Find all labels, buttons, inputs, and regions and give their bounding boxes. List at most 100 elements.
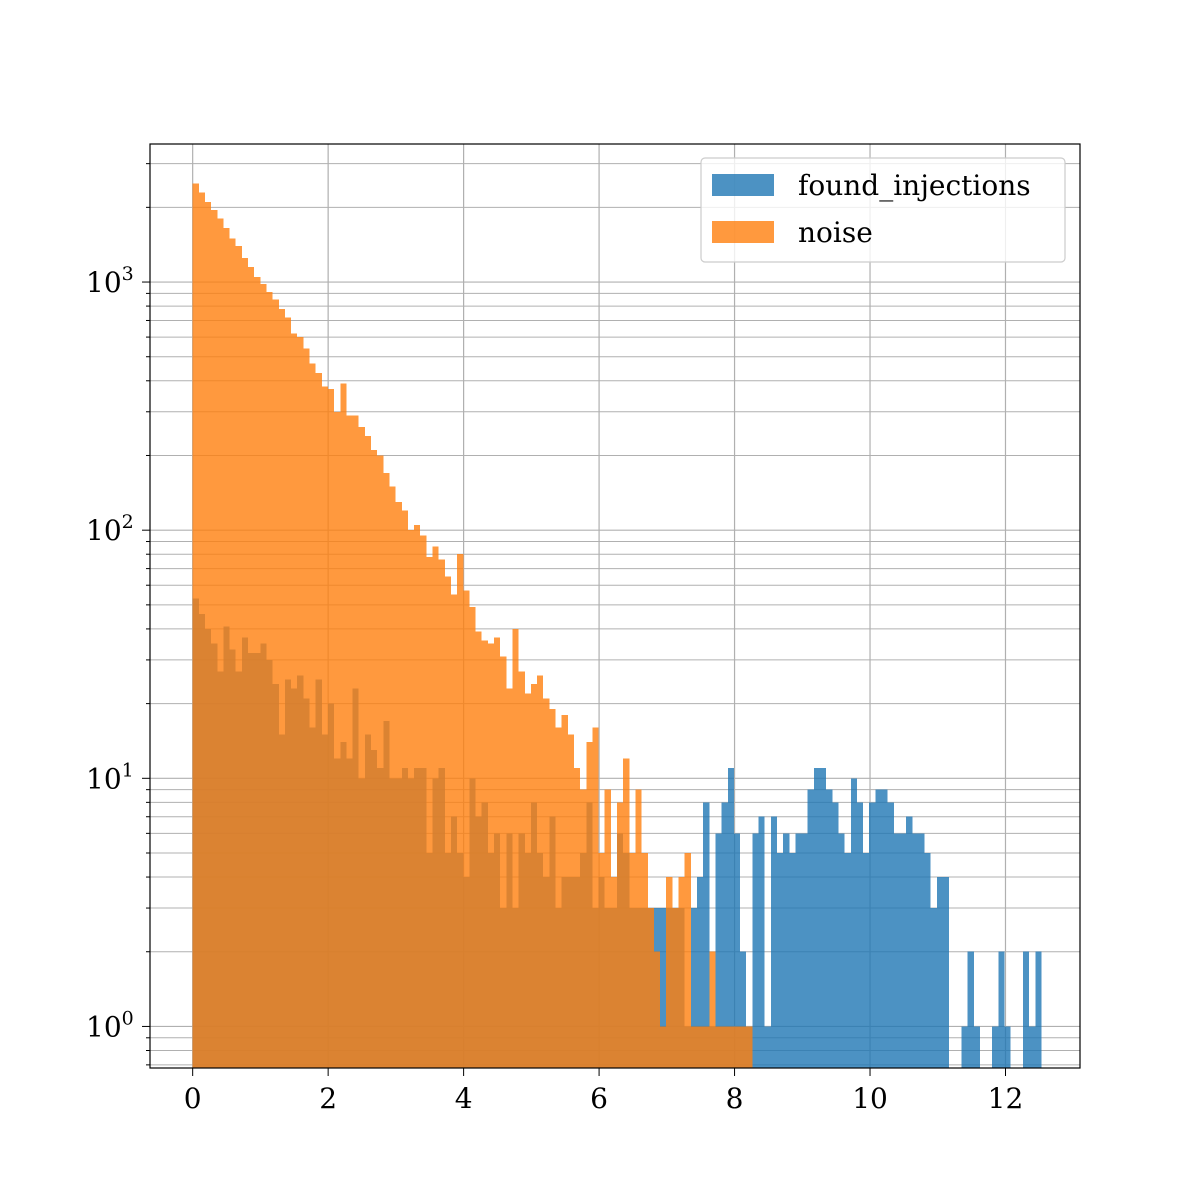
histogram-bar-found-injections xyxy=(776,853,784,1068)
histogram-bar-noise xyxy=(315,372,322,1068)
histogram-bar-found-injections xyxy=(715,833,722,1068)
histogram-bar-found-injections xyxy=(869,802,876,1068)
histogram-bar-noise xyxy=(303,348,310,1068)
histogram-bar-noise xyxy=(414,524,421,1068)
histogram-bar-found-injections xyxy=(832,802,839,1068)
histogram-bar-noise xyxy=(623,758,630,1068)
x-tick-label: 10 xyxy=(852,1082,888,1115)
histogram-bar-noise xyxy=(278,308,285,1068)
histogram-bar-noise xyxy=(635,789,642,1068)
histogram-bar-found-injections xyxy=(770,816,777,1068)
histogram-bar-found-injections xyxy=(887,802,894,1068)
histogram-bar-noise xyxy=(389,486,396,1068)
histogram-bar-noise xyxy=(696,1026,704,1068)
histogram-bar-found-injections xyxy=(856,802,864,1068)
histogram-bar-noise xyxy=(740,1026,747,1068)
histogram-bar-found-injections xyxy=(906,816,913,1068)
y-tick-label: 102 xyxy=(86,511,134,547)
histogram-bar-noise xyxy=(512,628,519,1068)
histogram-bar-found-injections xyxy=(660,908,667,1068)
histogram-bar-found-injections xyxy=(893,833,900,1068)
histogram-bar-noise xyxy=(690,1026,697,1068)
histogram-bar-found-injections xyxy=(801,833,808,1068)
histogram-bar-found-injections xyxy=(690,908,697,1068)
histogram-bar-found-injections xyxy=(844,853,851,1068)
histogram-bar-noise xyxy=(629,853,636,1068)
histogram-bar-noise xyxy=(746,1026,753,1068)
histogram-bar-noise xyxy=(432,546,439,1068)
histogram-bar-noise xyxy=(703,1026,710,1068)
histogram-bar-noise xyxy=(266,292,273,1068)
histogram-bar-noise xyxy=(241,257,249,1068)
histogram-bar-noise xyxy=(297,337,304,1068)
histogram-bar-noise xyxy=(604,789,611,1068)
histogram-bar-noise xyxy=(567,734,574,1068)
histogram-bar-noise xyxy=(506,688,513,1068)
y-tick-label: 100 xyxy=(86,1007,134,1043)
x-tick-label: 4 xyxy=(455,1082,473,1115)
histogram-bar-found-injections xyxy=(961,1026,968,1068)
histogram-bar-noise xyxy=(586,742,593,1068)
histogram-bar-found-injections xyxy=(863,853,870,1068)
histogram-bar-noise xyxy=(198,192,205,1069)
histogram-bar-found-injections xyxy=(838,833,845,1068)
histogram-bar-noise xyxy=(248,266,255,1068)
histogram-bar-noise xyxy=(340,383,347,1068)
histogram-bar-noise xyxy=(500,656,507,1068)
histogram-bar-noise xyxy=(334,411,341,1068)
histogram-bar-noise xyxy=(192,183,199,1069)
histogram-bar-noise xyxy=(530,683,538,1068)
histogram-bar-noise xyxy=(327,389,335,1068)
legend-swatch-found-injections xyxy=(712,174,774,196)
histogram-bar-noise xyxy=(610,877,618,1068)
histogram-bar-noise xyxy=(543,698,550,1068)
histogram-bar-noise xyxy=(641,853,648,1068)
histogram-bar-found-injections xyxy=(783,833,790,1068)
histogram-bar-found-injections xyxy=(1004,1026,1011,1068)
histogram-bar-noise xyxy=(684,853,691,1068)
histogram-bar-found-injections xyxy=(875,789,882,1068)
histogram-bar-noise xyxy=(598,853,605,1068)
histogram-bar-noise xyxy=(346,415,353,1069)
histogram-bar-noise xyxy=(377,455,384,1069)
histogram-bar-found-injections xyxy=(740,951,747,1068)
x-tick-label: 8 xyxy=(726,1082,744,1115)
x-tick-label: 0 xyxy=(184,1082,202,1115)
histogram-bar-found-injections xyxy=(850,778,857,1068)
histogram-bar-found-injections xyxy=(1029,1026,1036,1068)
histogram-bar-noise xyxy=(426,556,433,1068)
histogram-bar-noise xyxy=(217,218,224,1068)
histogram-bar-noise xyxy=(518,671,525,1068)
histogram-bar-noise xyxy=(475,631,482,1068)
histogram-bar-found-injections xyxy=(733,833,741,1068)
histogram-bar-noise xyxy=(537,675,544,1068)
histogram-bar-found-injections xyxy=(924,853,931,1068)
histogram-bar-noise xyxy=(383,472,390,1069)
histogram-bar-noise xyxy=(358,427,365,1068)
histogram-bar-found-injections xyxy=(696,877,704,1068)
x-tick-label: 2 xyxy=(319,1082,337,1115)
histogram-bar-noise xyxy=(617,802,624,1068)
histogram-bar-found-injections xyxy=(752,833,759,1068)
histogram-bar-noise xyxy=(709,951,716,1068)
histogram-bar-found-injections xyxy=(936,877,944,1068)
histogram-bar-noise xyxy=(401,510,408,1069)
histogram-bar-noise xyxy=(573,768,581,1068)
histogram-bar-found-injections xyxy=(881,789,888,1068)
histogram-bar-found-injections xyxy=(813,768,821,1068)
histogram-bar-noise xyxy=(469,607,476,1068)
histogram-bar-noise xyxy=(555,727,562,1068)
histogram-bar-found-injections xyxy=(764,1026,771,1068)
histogram-bar-noise xyxy=(450,594,458,1068)
legend-label-found-injections: found_injections xyxy=(798,169,1031,202)
histogram-bar-noise xyxy=(733,1026,741,1068)
histogram-bar-found-injections xyxy=(826,789,833,1068)
histogram-bar-noise xyxy=(549,709,556,1068)
histogram-bar-found-injections xyxy=(727,768,734,1068)
histogram-bar-found-injections xyxy=(795,833,802,1068)
histogram-bar-noise xyxy=(260,284,267,1068)
histogram-bar-noise xyxy=(438,559,445,1068)
histogram-bar-noise xyxy=(463,590,470,1068)
histogram-bar-found-injections xyxy=(918,833,925,1068)
